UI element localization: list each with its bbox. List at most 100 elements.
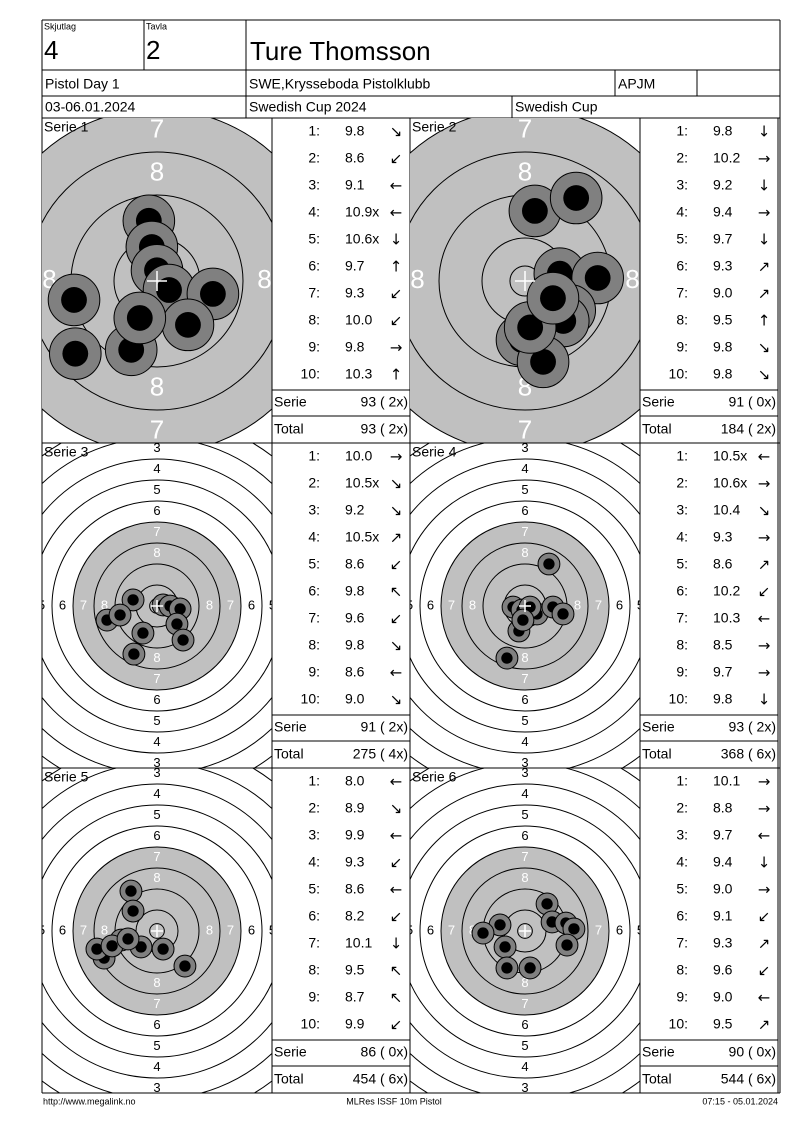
shot-number: 6: <box>308 258 320 274</box>
series-name: Serie 2 <box>412 119 457 135</box>
ring-label: 7 <box>521 524 528 539</box>
shot-direction: ← <box>758 989 771 1007</box>
shot-number: 8: <box>676 637 688 653</box>
ring <box>410 804 640 1058</box>
shot-score: 10.4 <box>713 502 740 518</box>
center-cross <box>515 271 535 291</box>
shot-direction: ↘ <box>758 502 771 520</box>
shot-score: 9.7 <box>713 231 733 247</box>
shot-score: 8.9 <box>345 800 365 816</box>
ring-label: 5 <box>269 922 276 937</box>
ring-label: 6 <box>59 922 66 937</box>
shot-score: 9.3 <box>345 854 365 870</box>
shot-number: 10: <box>301 1016 320 1032</box>
ring-label: 5 <box>521 713 528 728</box>
ring-label: 4 <box>658 597 665 612</box>
shot-core <box>477 927 489 939</box>
target: 333344445555666677778888 <box>38 443 276 768</box>
shot-direction: ↓ <box>390 935 403 953</box>
ring <box>72 846 242 1016</box>
shot-score: 9.0 <box>713 881 733 897</box>
shot-direction: → <box>758 800 771 818</box>
shot-core <box>524 962 536 974</box>
shot-core <box>126 305 153 331</box>
shot-number: 3: <box>676 177 688 193</box>
series-name: Serie 1 <box>44 119 89 135</box>
ring-label: 8 <box>150 371 164 401</box>
shot-score: 10.5x <box>345 475 379 491</box>
shot-number: 5: <box>676 556 688 572</box>
shot-score: 8.6 <box>345 556 365 572</box>
shot-number: 1: <box>308 448 320 464</box>
ring-label: 7 <box>227 922 234 937</box>
shot-direction: ↘ <box>390 123 403 141</box>
ring-label: 4 <box>17 922 24 937</box>
ring-label: 5 <box>521 807 528 822</box>
ring <box>419 500 631 712</box>
shot-direction: ↙ <box>390 854 403 872</box>
serie-label: Serie <box>274 719 307 735</box>
shot-number: 6: <box>308 583 320 599</box>
shot-direction: ↙ <box>390 1016 403 1034</box>
ring-label: 6 <box>521 828 528 843</box>
shot-score: 9.8 <box>713 123 733 139</box>
ring <box>410 458 640 754</box>
ring-label: 6 <box>616 922 623 937</box>
ring-label: 4 <box>521 734 528 749</box>
ring-label: 6 <box>616 597 623 612</box>
shot-score: 8.7 <box>345 989 365 1005</box>
ring-label: 5 <box>153 713 160 728</box>
shot-number: 8: <box>676 962 688 978</box>
ring-label: 6 <box>248 922 255 937</box>
shot-number: 4: <box>676 854 688 870</box>
shot-score: 9.8 <box>713 366 733 382</box>
target-number: 2 <box>146 35 160 65</box>
shot-score: 10.1 <box>713 773 740 789</box>
shot-score: 9.1 <box>713 908 733 924</box>
shot-direction: ↙ <box>390 610 403 628</box>
shot-score: 8.6 <box>345 150 365 166</box>
shot-number: 2: <box>308 475 320 491</box>
ring <box>72 521 242 691</box>
shot-core <box>494 919 506 931</box>
ring-label: 5 <box>38 597 45 612</box>
ring <box>42 458 272 754</box>
shot-number: 2: <box>308 150 320 166</box>
ring-label: 5 <box>637 597 644 612</box>
shot-core <box>62 340 89 367</box>
ring-label: 6 <box>521 1017 528 1032</box>
shot-direction: ← <box>758 448 771 466</box>
serie-label: Serie <box>642 1044 675 1060</box>
shot-core <box>521 198 548 224</box>
shot-score: 9.3 <box>345 285 365 301</box>
shot-number: 10: <box>669 691 688 707</box>
shot-number: 3: <box>308 502 320 518</box>
ring-label: 7 <box>80 922 87 937</box>
shot-core <box>125 885 137 897</box>
shot-score: 10.3 <box>713 610 740 626</box>
total-score: 368 ( 6x) <box>721 746 776 762</box>
shot-score: 8.6 <box>345 664 365 680</box>
ring-label: 6 <box>153 828 160 843</box>
shot-core <box>128 648 140 660</box>
serie-label: Serie <box>642 394 675 410</box>
ring-label: 5 <box>153 1038 160 1053</box>
shot-score: 9.3 <box>713 529 733 545</box>
total-score: 454 ( 6x) <box>353 1071 408 1087</box>
shot-direction: → <box>758 773 771 791</box>
shot-direction: ↓ <box>758 231 771 249</box>
shot-number: 1: <box>676 773 688 789</box>
ring-label: 6 <box>521 692 528 707</box>
shot-direction: → <box>758 150 771 168</box>
shot-core <box>557 608 569 620</box>
shot-core <box>501 652 513 664</box>
ring-label: 7 <box>80 597 87 612</box>
ring <box>51 825 263 1037</box>
shot-number: 10: <box>669 366 688 382</box>
ring-label: 5 <box>269 597 276 612</box>
shot-direction: ↗ <box>390 529 403 547</box>
shot-number: 1: <box>676 123 688 139</box>
shot-direction: ↖ <box>390 583 403 601</box>
shot-direction: ↓ <box>758 691 771 709</box>
center-cross <box>519 600 531 612</box>
